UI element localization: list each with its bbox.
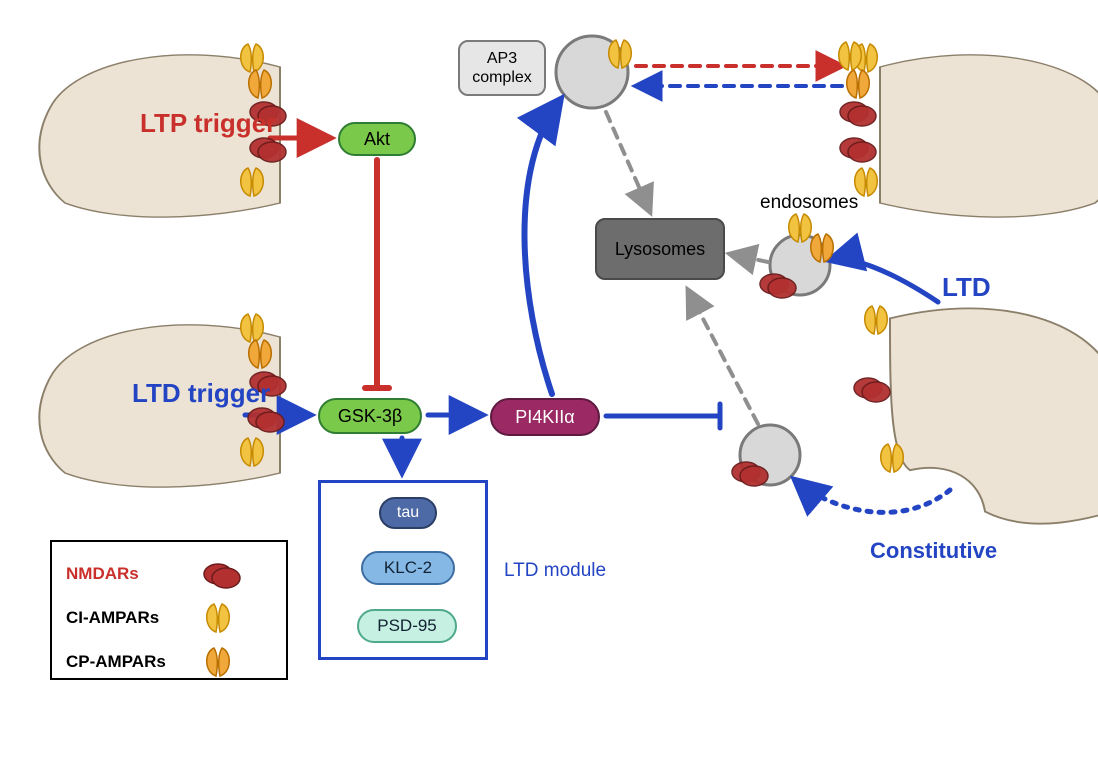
ci-receptor-icon [881,444,904,472]
ltd-trigger-label: LTD trigger [132,378,270,409]
tau-text: tau [397,504,419,522]
ap3-text: AP3 complex [472,49,532,87]
legend-label: CI-AMPARs [66,608,186,628]
nmdar-receptor-icon [840,138,876,162]
tau-node: tau [379,497,437,529]
nmdar-receptor-icon [840,102,876,126]
lysosomes-text: Lysosomes [615,239,705,260]
nmdar-receptor-icon [248,408,284,432]
ltd-label: LTD [942,272,991,303]
arrow-pi4k_to_ap3 [524,100,560,394]
ci-receptor-icon [241,438,264,466]
gsk3b-node: GSK-3β [318,398,422,434]
ci-receptor-icon [839,42,862,70]
nmdar-receptor-icon [732,462,768,486]
arrow-endo_top_to_lyso [730,254,768,262]
ltd-module-label: LTD module [504,560,606,582]
ltp-trigger-label: LTP trigger [140,108,276,139]
lysosomes-node: Lysosomes [595,218,725,280]
legend-box: NMDARs CI-AMPARs CP-AMPARs [50,540,288,680]
ci-receptor-icon [241,168,264,196]
ltd-module-box: tau KLC-2 PSD-95 [318,480,488,660]
constitutive-label: Constitutive [870,538,997,564]
arrow-ap3_to_lyso [606,112,650,212]
arrow-ltd_curve [830,259,938,302]
ci-receptor-icon [865,306,888,334]
cp-receptor-icon [811,234,834,262]
ci-receptor-icon [241,314,264,342]
arrow-endo_bot_to_lyso [688,290,758,424]
legend-label: NMDARs [66,564,186,584]
ci-receptor-icon [789,214,812,242]
akt-text: Akt [364,129,390,150]
diagram-stage: LTP trigger LTD trigger LTD Constitutive… [0,0,1098,760]
pi4k-text: PI4KIIα [515,407,574,428]
akt-node: Akt [338,122,416,156]
cp-receptor-icon [847,70,870,98]
cp-receptor-icon [249,340,272,368]
legend-row: NMDARs [66,558,246,590]
nmdar-receptor-icon [250,138,286,162]
klc2-text: KLC-2 [384,558,432,578]
ci-receptor-icon [241,44,264,72]
cp-receptor-icon [249,70,272,98]
ci-receptor-icon [855,44,878,72]
psd95-node: PSD-95 [357,609,457,643]
endosomes-label: endosomes [760,192,858,214]
gsk3b-text: GSK-3β [338,406,402,427]
nmdar-receptor-icon [854,378,890,402]
legend-cp-icon [196,646,246,678]
legend-nmdar-icon [196,558,246,590]
nmdar-receptor-icon [760,274,796,298]
legend-label: CP-AMPARs [66,652,186,672]
ap3-node: AP3 complex [458,40,546,96]
pi4k-node: PI4KIIα [490,398,600,436]
legend-row: CI-AMPARs [66,602,246,634]
psd95-text: PSD-95 [377,616,437,636]
arrow-const_curve [795,480,950,512]
klc2-node: KLC-2 [361,551,455,585]
legend-ci-icon [196,602,246,634]
ci-receptor-icon [609,40,632,68]
legend-row: CP-AMPARs [66,646,246,678]
